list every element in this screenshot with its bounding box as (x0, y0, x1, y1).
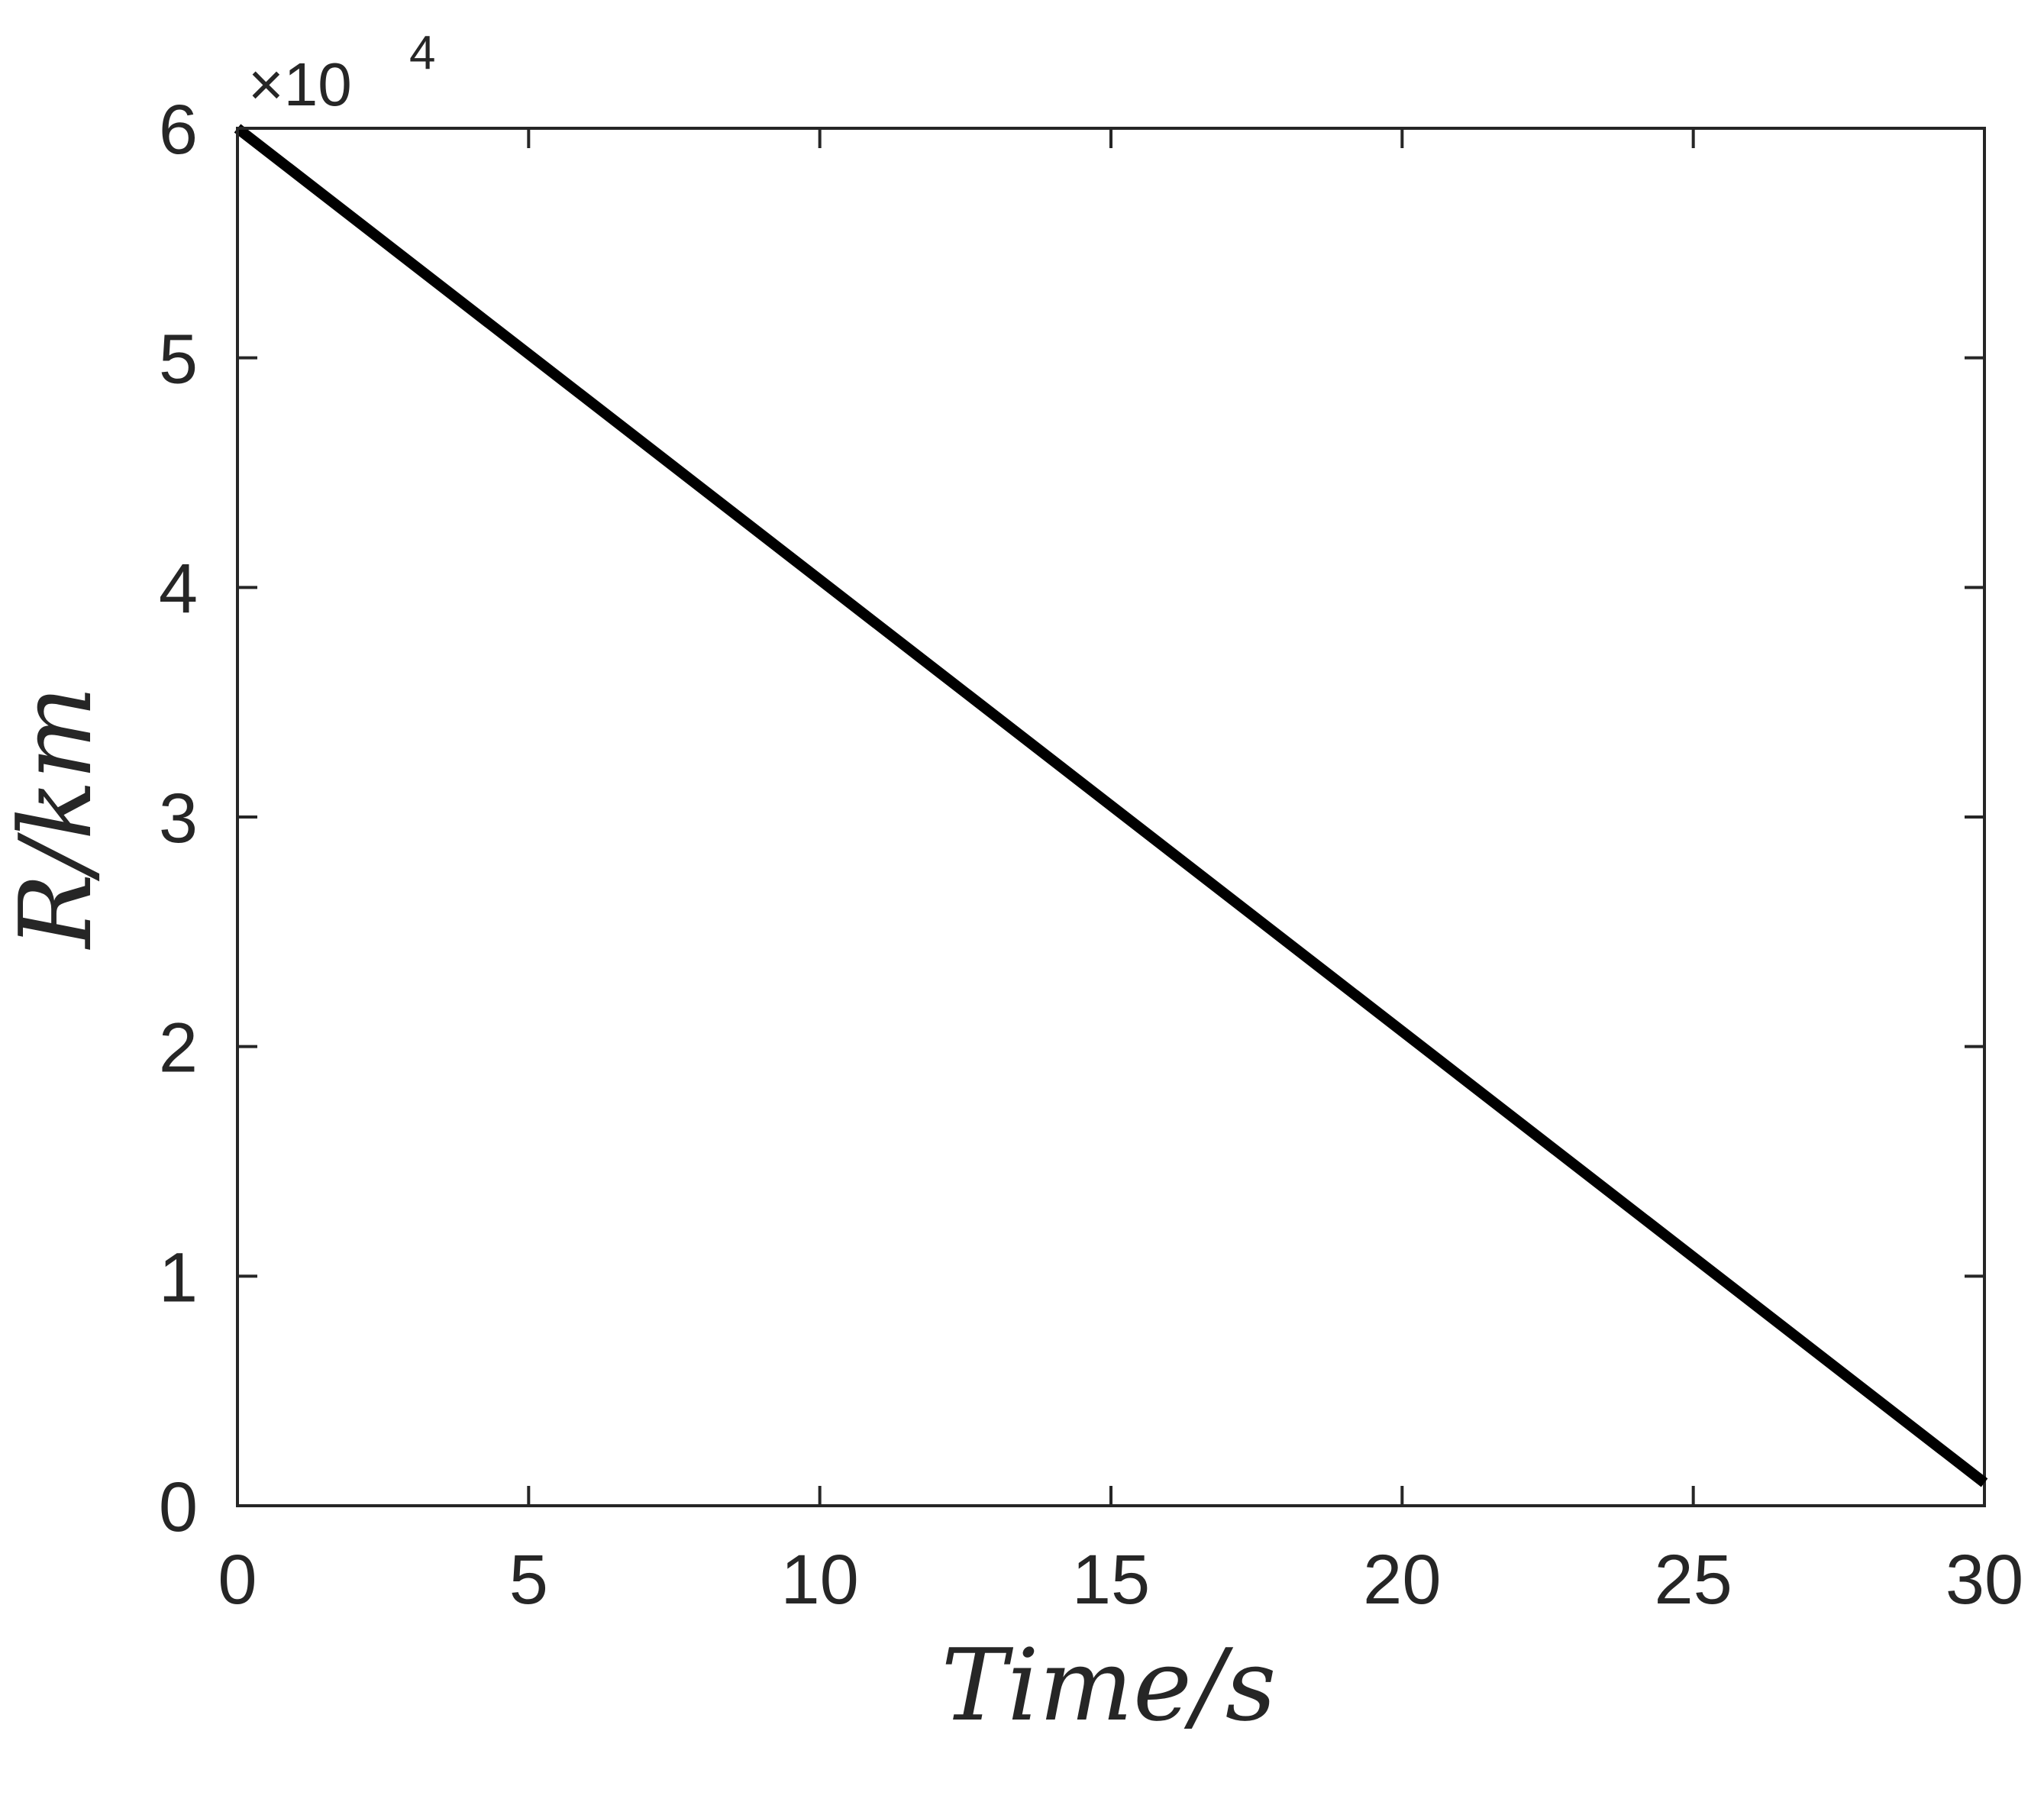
y-axis: 0 1 2 3 4 5 6 (159, 91, 1984, 1546)
x-tick-label: 20 (1363, 1541, 1441, 1619)
series-line (234, 124, 1988, 1487)
y-tick-label: 5 (159, 321, 198, 399)
y-tick-label: 1 (159, 1238, 198, 1316)
y-tick-label: 6 (159, 91, 198, 169)
x-tick-label: 5 (509, 1541, 548, 1619)
y-tick-label: 4 (159, 550, 198, 628)
x-axis-title: Time/s (941, 1627, 1276, 1743)
plot-area (234, 124, 1988, 1507)
y-tick-label: 0 (159, 1468, 198, 1546)
y-tick-label: 2 (159, 1009, 198, 1087)
x-tick-label: 10 (780, 1541, 858, 1619)
y-axis-multiplier-exponent: 4 (409, 27, 435, 79)
y-tick-label: 3 (159, 780, 198, 857)
x-tick-label: 15 (1072, 1541, 1150, 1619)
y-axis-title: R/km (0, 686, 114, 950)
x-tick-label: 25 (1654, 1541, 1732, 1619)
y-axis-multiplier: ×10 (248, 50, 352, 118)
x-tick-label: 30 (1946, 1541, 2023, 1619)
x-axis: 0 5 10 15 20 25 30 (218, 128, 2023, 1619)
x-tick-label: 0 (218, 1541, 257, 1619)
